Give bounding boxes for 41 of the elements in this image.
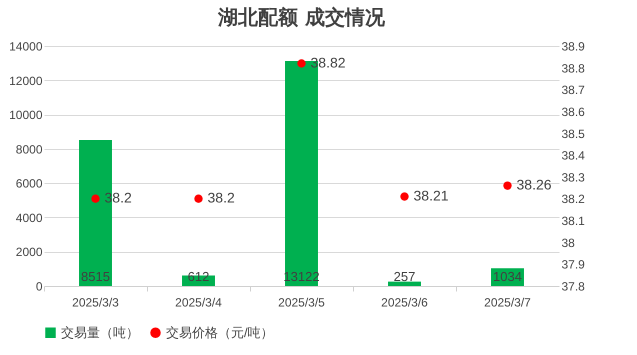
- data-label: 38.2: [208, 190, 235, 206]
- legend-label: 交易量（吨）: [61, 324, 139, 340]
- y-tick-label: 10000: [9, 108, 43, 122]
- y-tick-label: 0: [36, 280, 43, 294]
- x-tick-label: 2025/3/3: [72, 296, 120, 310]
- chart-title: 湖北配额 成交情况: [217, 5, 386, 29]
- y-tick-label: 6000: [16, 176, 43, 191]
- point: [91, 194, 100, 203]
- x-tick-label: 2025/3/6: [381, 296, 428, 310]
- x-tick-label: 2025/3/5: [278, 296, 326, 310]
- y2-tick-label: 38.3: [562, 170, 586, 184]
- y2-tick-label: 38.1: [562, 214, 586, 228]
- y2-tick-label: 38: [562, 236, 576, 250]
- y2-tick-label: 37.9: [562, 258, 586, 272]
- bar: [388, 282, 421, 286]
- y-tick-label: 14000: [9, 40, 43, 54]
- data-label: 1034: [493, 269, 522, 284]
- y2-tick-label: 37.8: [562, 280, 586, 294]
- y2-tick-label: 38.7: [562, 83, 586, 98]
- y2-tick-label: 38.4: [562, 148, 586, 163]
- x-tick-label: 2025/3/4: [175, 296, 222, 310]
- y2-tick-label: 38.6: [562, 104, 586, 119]
- y2-tick-label: 38.8: [562, 61, 586, 76]
- y2-tick-label: 38.2: [562, 192, 586, 206]
- data-label: 38.82: [310, 54, 346, 70]
- point: [194, 194, 203, 203]
- y-tick-label: 4000: [16, 210, 43, 225]
- point: [297, 59, 306, 68]
- y2-tick-label: 38.5: [562, 126, 586, 141]
- data-label: 8515: [81, 269, 110, 284]
- data-label: 257: [394, 269, 416, 284]
- point: [400, 192, 409, 201]
- y-tick-label: 8000: [16, 142, 43, 156]
- y2-tick-label: 38.9: [562, 40, 586, 54]
- x-tick-label: 2025/3/7: [484, 296, 532, 310]
- y-tick-label: 2000: [16, 245, 43, 260]
- data-label: 38.26: [516, 176, 552, 193]
- legend-label: 交易价格（元/吨）: [166, 324, 274, 340]
- y-tick-label: 12000: [9, 74, 43, 88]
- point: [503, 181, 512, 190]
- data-label: 38.21: [414, 188, 449, 204]
